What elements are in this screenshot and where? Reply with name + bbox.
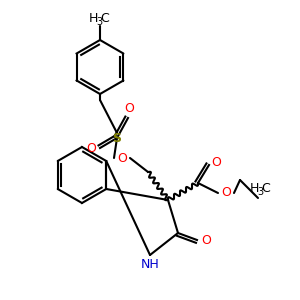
Text: O: O (124, 103, 134, 116)
Text: 3: 3 (257, 187, 263, 197)
Text: H: H (88, 11, 98, 25)
Text: O: O (211, 157, 221, 169)
Text: O: O (201, 233, 211, 247)
Text: H: H (249, 182, 259, 194)
Text: O: O (86, 142, 96, 154)
Text: O: O (117, 152, 127, 164)
Text: NH: NH (141, 257, 159, 271)
Text: S: S (112, 131, 122, 145)
Text: C: C (262, 182, 270, 194)
Text: C: C (100, 11, 109, 25)
Text: 3: 3 (96, 17, 102, 27)
Text: O: O (221, 187, 231, 200)
